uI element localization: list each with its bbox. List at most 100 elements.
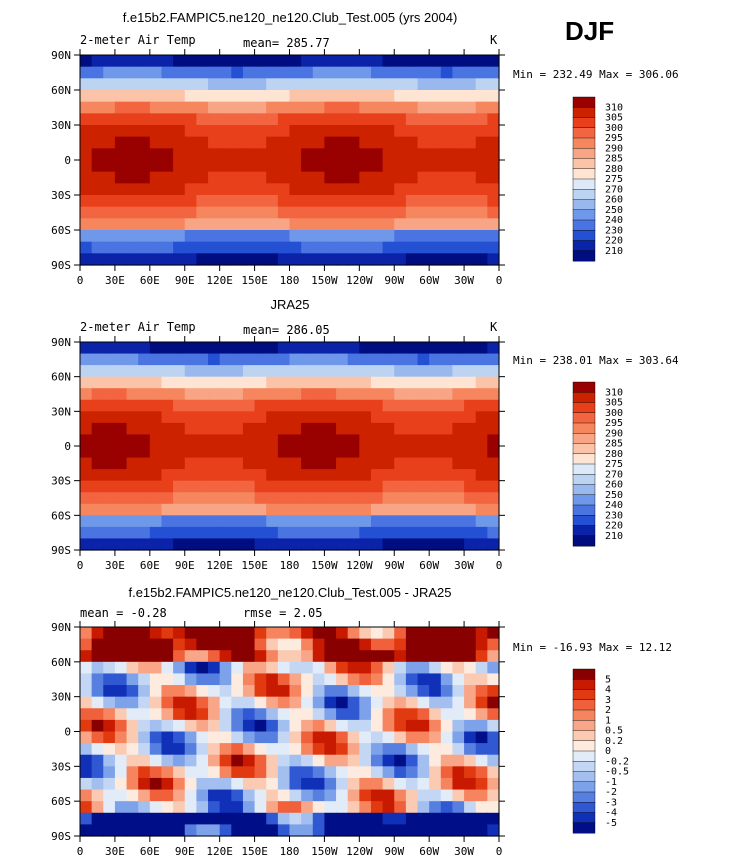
map-cell-p2 (149, 538, 163, 551)
map-cell-p1 (429, 101, 442, 114)
map-cell-p1 (184, 195, 197, 208)
map-cell-p1 (301, 66, 314, 79)
map-cell-p2 (382, 503, 395, 516)
map-cell-p3 (347, 812, 360, 825)
map-cell-p1 (289, 90, 302, 103)
map-cell-p1 (219, 195, 232, 208)
map-cell-p1 (452, 78, 465, 91)
map-cell-p1 (312, 136, 326, 149)
map-cell-p1 (324, 183, 337, 196)
map-cell-p3 (464, 719, 477, 733)
map-cell-p2 (266, 469, 279, 482)
colorbar-swatch-p1 (572, 117, 596, 129)
map-cell-p2 (231, 342, 244, 355)
map-cell-p3 (208, 673, 221, 686)
map-cell-p3 (464, 812, 477, 825)
map-cell-p2 (266, 434, 279, 447)
map-cell-p2 (103, 492, 116, 505)
map-cell-p2 (289, 469, 302, 482)
colorbar-swatch-p2 (572, 463, 596, 475)
map-cell-p2 (114, 515, 128, 528)
map-cell-p2 (370, 434, 384, 447)
map-cell-p3 (208, 731, 221, 744)
map-cell-p2 (312, 376, 326, 389)
map-cell-p1 (347, 253, 360, 266)
map-cell-p2 (417, 446, 430, 459)
map-cell-p2 (277, 446, 291, 459)
map-cell-p3 (266, 696, 279, 709)
map-cell-p3 (91, 650, 104, 663)
map-cell-p3 (370, 650, 384, 663)
map-cell-p1 (149, 113, 163, 126)
map-cell-p1 (289, 253, 302, 266)
map-cell-p1 (254, 195, 267, 208)
map-cell-p2 (138, 365, 151, 378)
map-cell-p3 (312, 685, 326, 698)
map-cell-p2 (475, 457, 488, 470)
map-cell-p2 (161, 388, 174, 401)
lon-tick-label: 60W (419, 274, 439, 287)
map-cell-p1 (336, 253, 349, 266)
map-cell-p1 (208, 78, 221, 91)
map-cell-p1 (254, 78, 267, 91)
map-cell-p3 (114, 638, 128, 651)
map-cell-p2 (173, 399, 186, 412)
map-cell-p2 (405, 526, 419, 540)
map-cell-p1 (440, 125, 454, 138)
map-cell-p1 (312, 55, 326, 68)
map-cell-p2 (370, 399, 384, 412)
map-cell-p3 (103, 777, 116, 791)
map-cell-p2 (429, 411, 442, 424)
colorbar-label-p2: 285 (605, 439, 623, 450)
map-cell-p3 (417, 708, 430, 721)
map-cell-p2 (91, 526, 104, 540)
map-cell-p2 (161, 492, 174, 505)
map-cell-p2 (405, 376, 419, 389)
map-cell-p3 (359, 627, 372, 640)
map-cell-p3 (301, 685, 314, 698)
map-cell-p1 (440, 90, 454, 103)
map-cell-p2 (464, 399, 477, 412)
map-cell-p1 (184, 253, 197, 266)
colorbar-swatch-p3 (572, 750, 596, 762)
map-cell-p2 (91, 515, 104, 528)
map-cell-p3 (208, 696, 221, 709)
map-cell-p2 (231, 376, 244, 389)
map-cell-p2 (80, 411, 93, 424)
map-cell-p3 (324, 743, 337, 756)
map-cell-p2 (149, 422, 163, 436)
map-cell-p2 (417, 376, 430, 389)
map-cell-p3 (196, 627, 209, 640)
map-cell-p1 (161, 160, 174, 173)
map-cell-p3 (464, 708, 477, 721)
map-cell-p3 (231, 719, 244, 733)
map-cell-p3 (301, 708, 314, 721)
map-cell-p3 (324, 801, 337, 814)
map-cell-p2 (487, 526, 500, 540)
lon-tick-label: 60E (140, 559, 160, 572)
map-cell-p1 (208, 160, 221, 173)
map-cell-p1 (429, 125, 442, 138)
map-cell-p2 (138, 388, 151, 401)
map-cell-p3 (370, 661, 384, 675)
map-cell-p1 (487, 183, 500, 196)
map-cell-p1 (254, 183, 267, 196)
map-cell-p1 (114, 125, 128, 138)
map-cell-p1 (394, 136, 407, 149)
map-cell-p3 (336, 743, 349, 756)
map-cell-p3 (394, 650, 407, 663)
map-cell-p1 (196, 55, 209, 68)
map-cell-p3 (149, 731, 163, 744)
map-cell-p2 (440, 457, 454, 470)
map-cell-p1 (289, 66, 302, 79)
map-cell-p1 (266, 78, 279, 91)
map-cell-p2 (149, 492, 163, 505)
map-cell-p1 (405, 148, 419, 161)
lon-tick-label: 90E (175, 559, 195, 572)
map-cell-p1 (231, 66, 244, 79)
map-cell-p3 (184, 754, 197, 767)
map-cell-p1 (324, 148, 337, 161)
map-cell-p1 (138, 66, 151, 79)
map-cell-p1 (103, 206, 116, 219)
map-cell-p2 (336, 457, 349, 470)
